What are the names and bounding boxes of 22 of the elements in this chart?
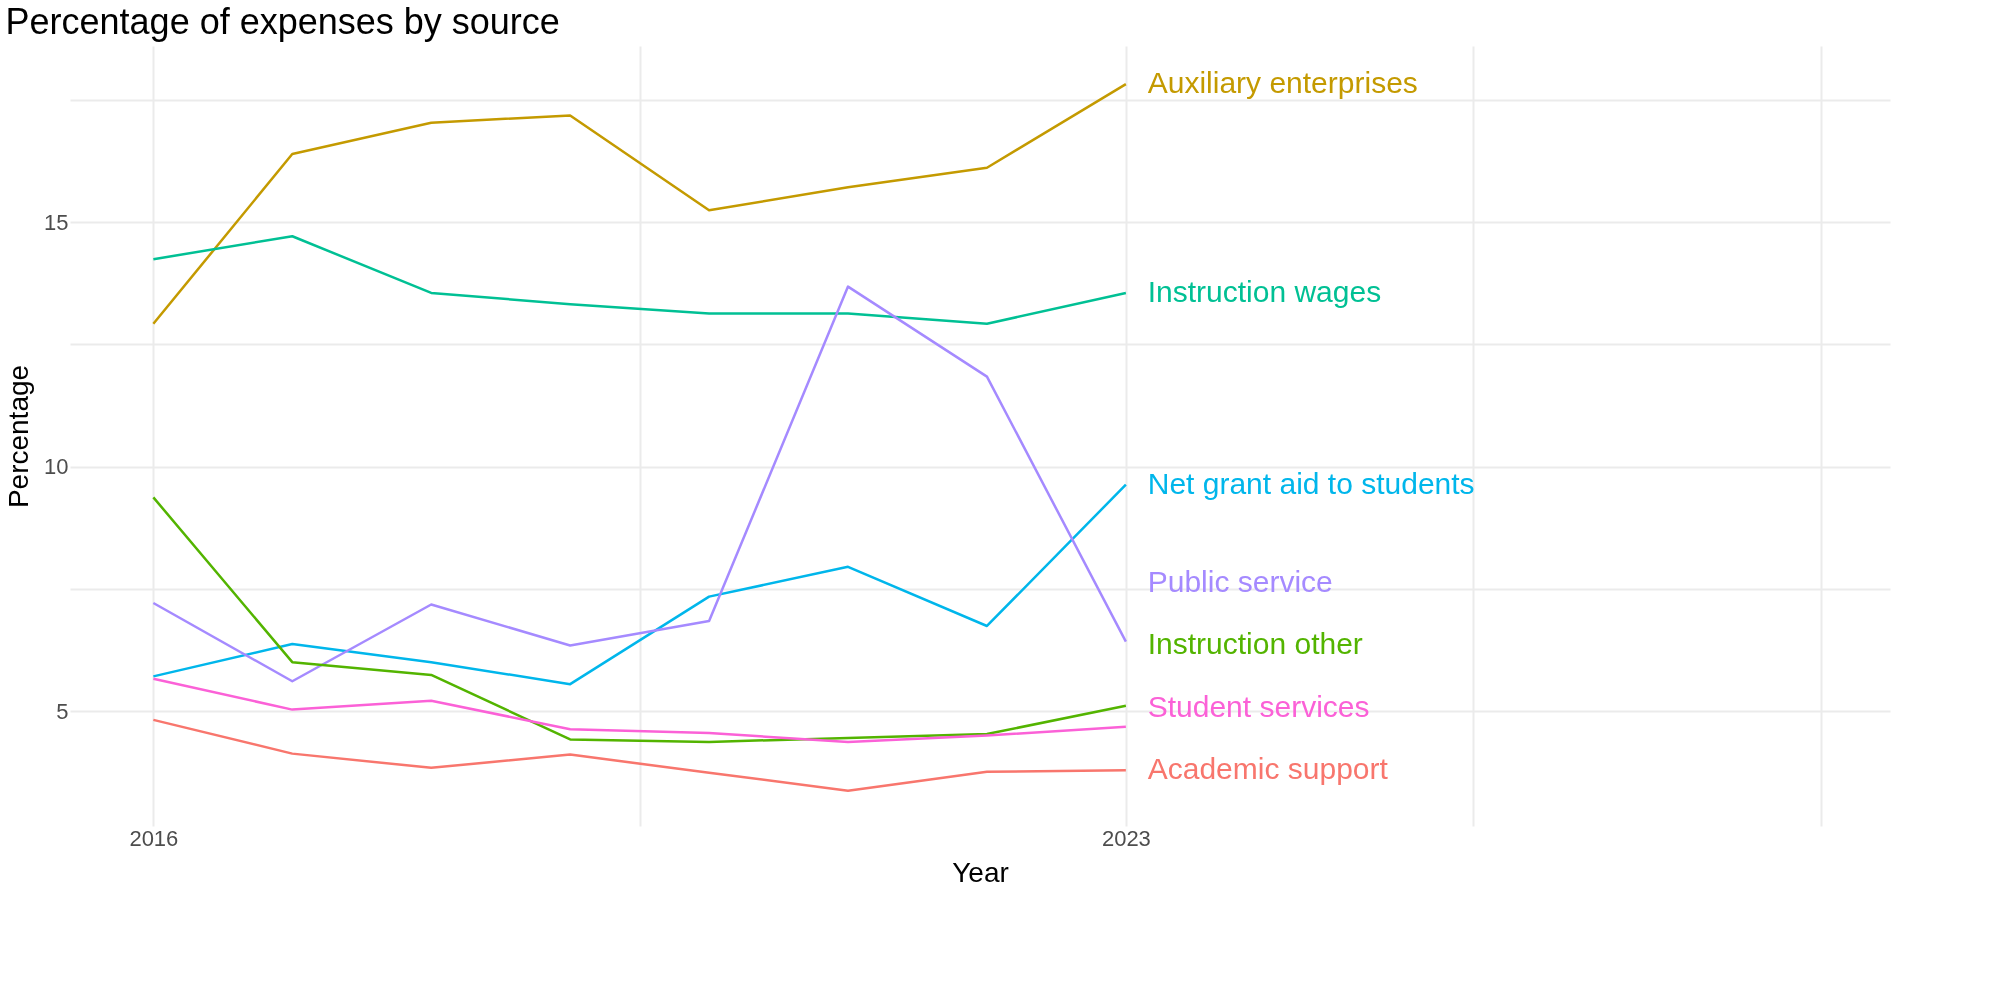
series-label: Auxiliary enterprises: [1147, 66, 1418, 100]
line-series: [152, 234, 1128, 326]
y-tick-label: 15: [44, 209, 69, 235]
series-label: Academic support: [1147, 752, 1389, 786]
line-series: [152, 285, 1128, 683]
chart-title: Percentage of expenses by source: [5, 1, 560, 42]
series-label: Instruction other: [1147, 627, 1363, 661]
y-tick-label: 10: [44, 454, 69, 480]
line-series: [152, 483, 1128, 686]
line-series: [152, 82, 1128, 326]
series-label: Public service: [1147, 565, 1333, 599]
line-series: [152, 496, 1128, 744]
x-tick-label: 2023: [1101, 825, 1151, 851]
series-label: Net grant aid to students: [1147, 466, 1475, 500]
series-label: Instruction wages: [1147, 274, 1382, 308]
series-label: Student services: [1147, 689, 1370, 723]
x-tick-label: 2016: [129, 825, 179, 851]
y-tick-label: 5: [56, 698, 69, 724]
line-series: [152, 677, 1128, 744]
x-axis-title: Year: [952, 856, 1009, 888]
y-axis-title: Percentage: [3, 364, 35, 509]
line-series: [152, 718, 1128, 793]
